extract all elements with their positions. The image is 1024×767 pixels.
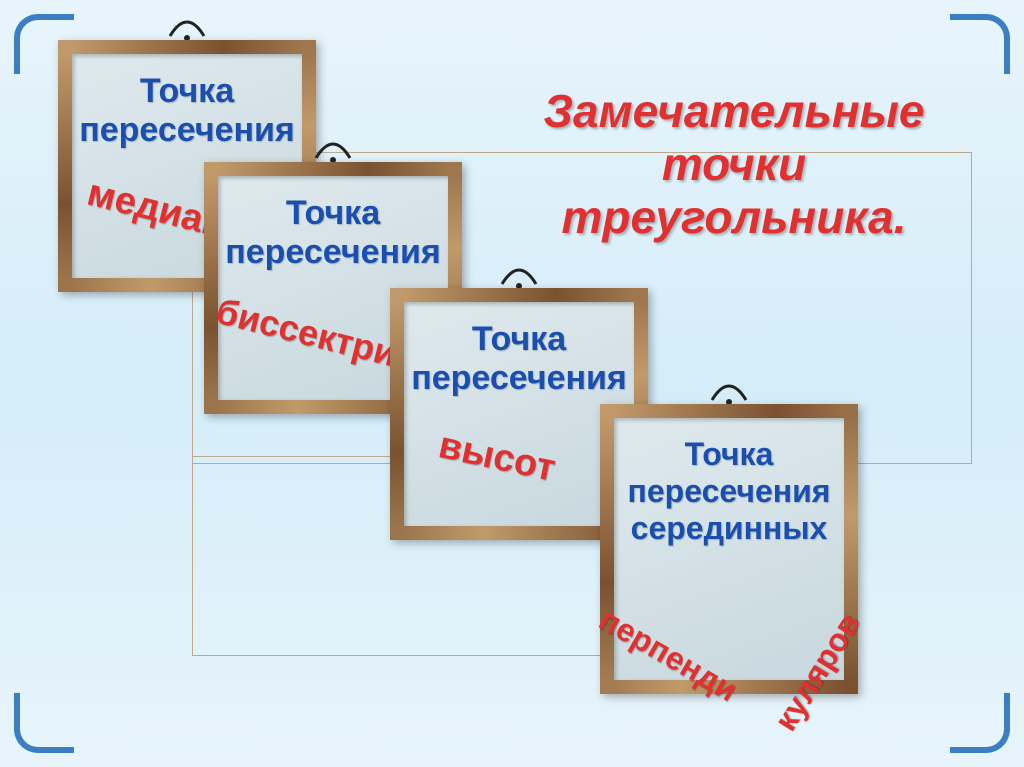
frame1-line2: пересечения xyxy=(79,111,295,150)
hanger-icon xyxy=(708,380,750,404)
frame2-line2: пересечения xyxy=(225,233,441,272)
frame3-line2: пересечения xyxy=(411,359,627,398)
frame2-line1: Точка xyxy=(286,194,380,233)
hanger-icon xyxy=(498,264,540,288)
frame4-line3: серединных xyxy=(631,510,828,547)
hanger-icon xyxy=(312,138,354,162)
hanger-icon xyxy=(166,16,208,40)
frame4-line1: Точка xyxy=(685,436,774,473)
frame4-red2: куляров xyxy=(767,607,868,738)
frame1-line1: Точка xyxy=(140,72,234,111)
frame4-line2: пересечения xyxy=(628,473,831,510)
corner-bl xyxy=(14,693,74,753)
corner-tr xyxy=(950,14,1010,74)
corner-br xyxy=(950,693,1010,753)
frame4-red1: перпенди xyxy=(593,600,744,709)
main-title: Замечательныеточкитреугольника. xyxy=(504,85,964,244)
frame3-red: высот xyxy=(435,424,559,491)
frame3-line1: Точка xyxy=(472,320,566,359)
frame-perpendiculars: Точка пересечения серединных перпенди ку… xyxy=(600,404,858,694)
